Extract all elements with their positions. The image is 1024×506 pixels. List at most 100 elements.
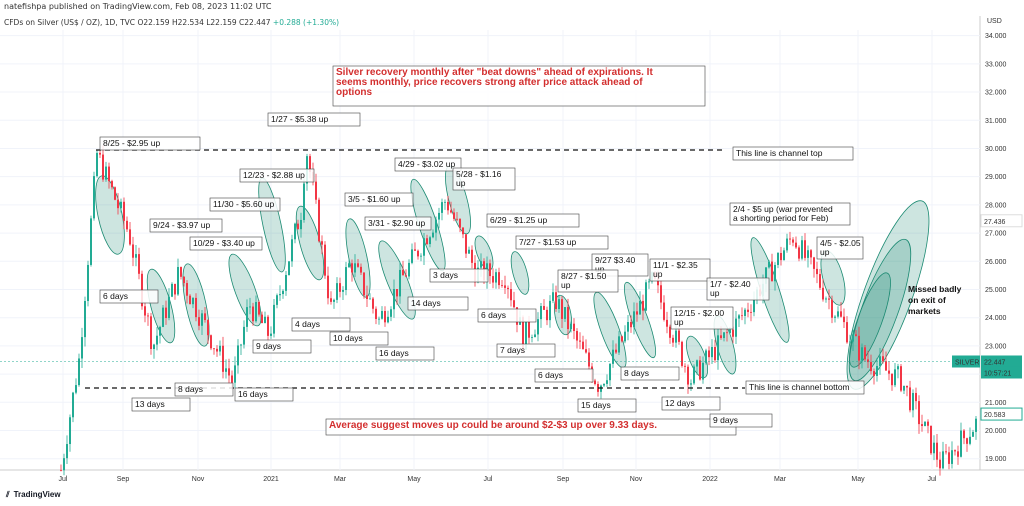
candle-body (150, 316, 152, 350)
label-11-1: 11/1 - $2.35 (653, 260, 698, 270)
candle-body (276, 295, 278, 305)
candle-body (717, 335, 719, 361)
candle-body (546, 309, 548, 321)
days-label: 14 days (411, 298, 441, 308)
candle-body (885, 361, 887, 371)
candle-body (855, 334, 857, 336)
days-label: 16 days (379, 348, 409, 358)
candle-body (555, 292, 557, 310)
candle-body (708, 350, 710, 358)
candle-body (414, 249, 416, 251)
candle-body (744, 309, 746, 316)
label-5-28: 5/28 - $1.16 (456, 169, 502, 179)
symbol-name: CFDs on Silver (US$ / OZ), 1D, TVC (4, 18, 136, 27)
candle-body (612, 349, 614, 364)
candle-body (825, 298, 827, 300)
label-5-28-box (452, 167, 516, 191)
candle-body (432, 232, 434, 238)
candle-body (777, 252, 779, 265)
candle-body (807, 250, 809, 258)
candle-body (399, 269, 401, 297)
candle-body (111, 181, 113, 188)
candle-body (894, 369, 896, 386)
label-9-27: 9/27 $3.40 (595, 255, 635, 265)
candle-body (948, 452, 950, 464)
x-tick-label: Jul (484, 476, 493, 483)
candle-body (459, 219, 461, 228)
x-tick-label: Jul (928, 476, 937, 483)
candle-body (345, 267, 347, 291)
label-8-25: 8/25 - $2.95 up (103, 138, 160, 148)
candle-body (876, 366, 878, 376)
candle-body (162, 307, 164, 327)
candle-body (246, 307, 248, 327)
label-12-23: 12/23 - $2.88 up (243, 170, 305, 180)
candle-body (498, 272, 500, 286)
candle-body (924, 421, 926, 427)
missed-note: markets (908, 306, 941, 316)
y-tick-label: 25.000 (985, 287, 1007, 294)
days-label: 9 days (713, 415, 738, 425)
candle-body (129, 229, 131, 245)
candle-body (816, 268, 818, 275)
label-8-27: up (561, 280, 571, 290)
candle-body (456, 218, 458, 220)
candle-body (393, 289, 395, 310)
candle-body (732, 329, 734, 337)
candle-body (381, 310, 383, 319)
candle-body (558, 299, 560, 310)
y-tick-label: 23.000 (985, 343, 1007, 350)
candle-body (195, 297, 197, 318)
candle-body (294, 223, 296, 240)
days-label-box (291, 317, 351, 332)
candle-body (210, 335, 212, 349)
candle-body (687, 366, 689, 385)
candle-body (462, 227, 464, 235)
logo-text: TradingView (13, 490, 61, 499)
candle-body (447, 201, 449, 211)
candle-body (537, 319, 539, 335)
candle-body (504, 285, 506, 288)
label-channel-top: This line is channel top (736, 148, 823, 158)
candle-body (561, 299, 563, 319)
candle-body (171, 283, 173, 297)
label-11-1: up (653, 269, 663, 279)
candle-body (888, 370, 890, 374)
days-label: 8 days (178, 384, 203, 394)
candle-body (846, 322, 848, 343)
label-11-30: 11/30 - $5.60 up (213, 199, 275, 209)
candle-body (339, 283, 341, 292)
candle-body (93, 176, 95, 219)
last-price-tag (981, 355, 1022, 368)
candle-body (648, 281, 650, 283)
candle-body (234, 365, 236, 383)
move-ellipse (95, 175, 125, 255)
candle-body (420, 255, 422, 257)
candle-body (942, 451, 944, 469)
label-channel-bottom-box (745, 380, 865, 395)
x-tick-label: 2022 (702, 476, 718, 483)
y-tick-label: 27.000 (985, 231, 1007, 238)
y-tick-label: 32.000 (985, 90, 1007, 97)
label-war: 2/4 - $5 up (war prevented (733, 204, 833, 214)
candle-body (321, 241, 323, 245)
candle-body (222, 345, 224, 372)
candle-body (159, 326, 161, 336)
x-tick-label: Nov (192, 476, 205, 483)
tradingview-logo[interactable]: ⫽ TradingView (6, 490, 61, 500)
candle-body (405, 275, 407, 277)
label-7-27: 7/27 - $1.53 up (519, 237, 576, 247)
x-tick-label: Mar (774, 476, 787, 483)
candle-body (906, 385, 908, 388)
candle-body (117, 199, 119, 209)
label-8-27: 8/27 - $1.50 (561, 271, 607, 281)
candle-body (795, 242, 797, 248)
candle-body (372, 298, 374, 309)
label-1-27-box (267, 112, 361, 127)
candle-body (819, 274, 821, 288)
candle-body (336, 283, 338, 300)
candle-body (510, 289, 512, 301)
candle-body (390, 309, 392, 317)
candle-body (585, 349, 587, 353)
